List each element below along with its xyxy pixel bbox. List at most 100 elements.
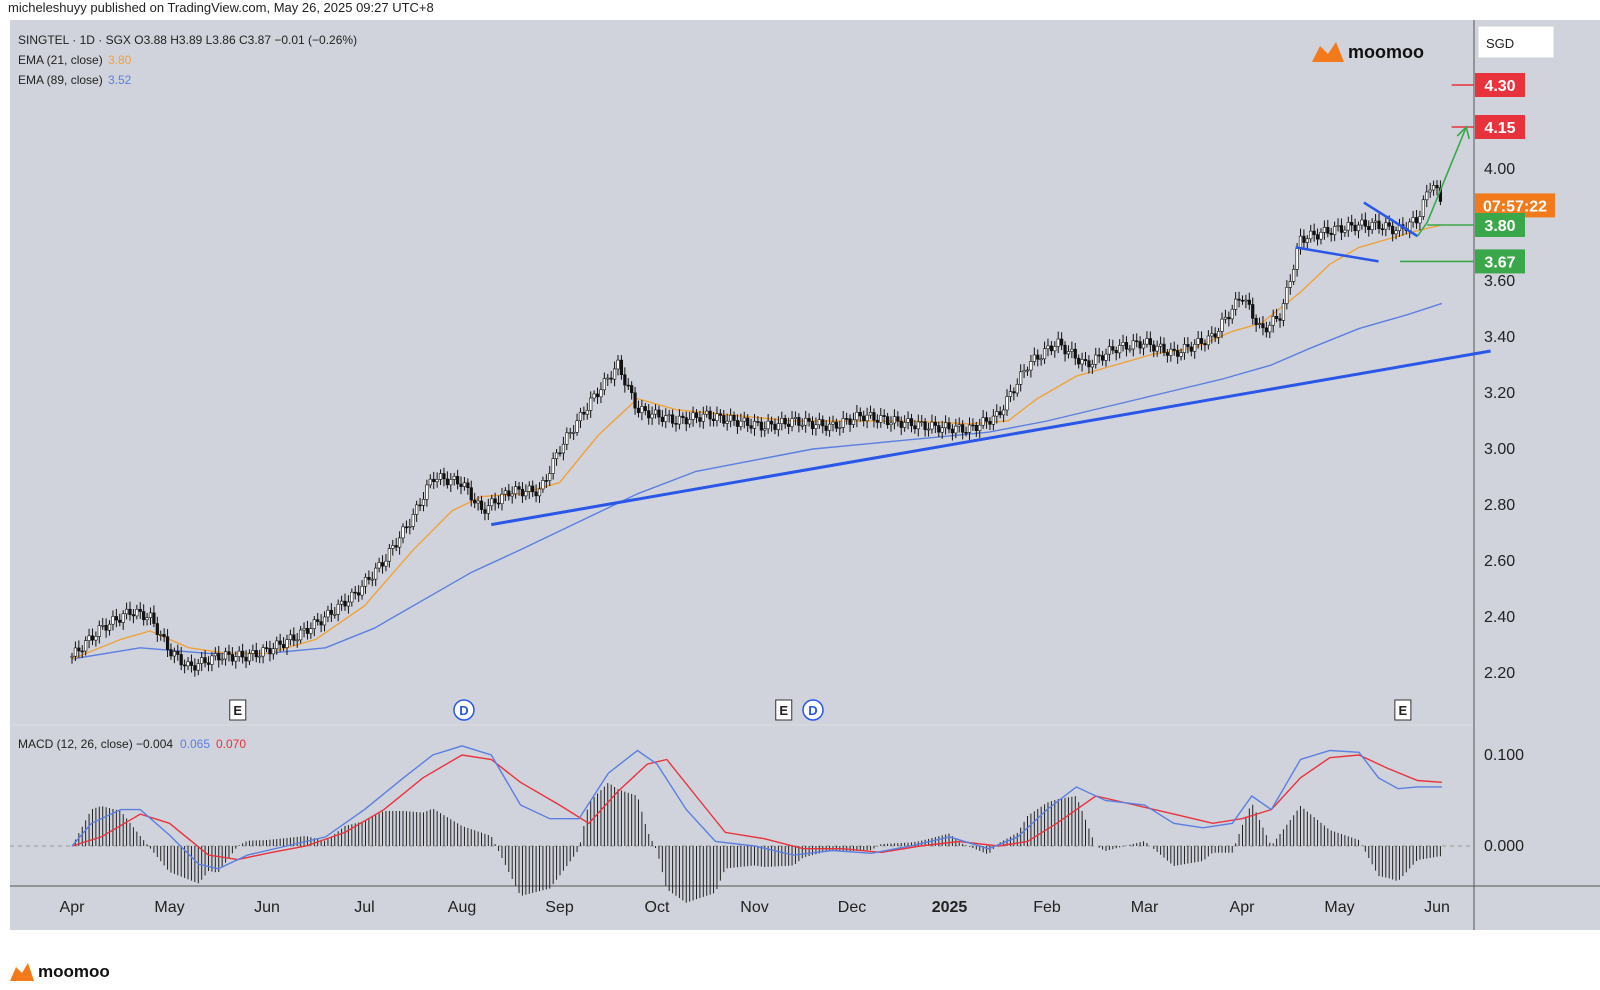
price-tick-label: 3.00 [1484,441,1515,458]
candle-body [292,634,296,641]
candle-body [500,493,504,505]
candle-body [612,368,617,380]
candle-body [1302,235,1306,243]
macd-legend[interactable]: MACD (12, 26, close) −0.004 0.065 0.070 [18,737,246,751]
candle-body [841,418,845,428]
candle-body [602,378,606,391]
candle-body [121,613,125,623]
symbol-legend: SINGTEL · 1D · SGX O3.88 H3.89 L3.86 C3.… [18,33,357,47]
macd-line-legend-value: 0.065 [180,737,210,751]
time-axis-label: May [1324,899,1354,916]
chart-drawings [490,84,1491,527]
candle-body [756,421,760,423]
candle-body [875,419,879,423]
candle-body [524,491,528,497]
candle-body [565,432,569,445]
time-axis-label: Aug [448,899,476,916]
candle-body [281,644,286,648]
candle-body [531,485,535,493]
candle-body [684,417,688,425]
candle-body [1227,316,1231,320]
candle-body [804,418,808,426]
candle-body [578,411,583,422]
candle-body [411,514,415,527]
candle-body [701,413,705,422]
dividend-marker-circle [453,699,475,721]
candle-body [1063,344,1067,355]
candle-body [865,414,869,422]
candle-body [879,415,883,423]
time-axis-label: Jul [354,899,374,916]
candle-body [763,428,767,431]
ema89-legend[interactable]: EMA (89, close) 3.52 [18,73,132,87]
price-badge-label: 3.67 [1484,254,1515,271]
candle-body [247,653,252,662]
candle-body [1346,222,1350,231]
candle-body [793,417,798,419]
candle-body [200,657,204,664]
candle-body [445,478,449,486]
candle-body [851,419,856,425]
candle-body [623,374,627,386]
candle-body [616,359,620,370]
candle-body [800,424,804,427]
candle-body [1285,287,1289,304]
candle-body [961,424,965,433]
time-axis-bg [10,886,1474,930]
candle-body [1094,354,1098,365]
macd-tick-label: 0.000 [1484,838,1524,855]
candle-body [237,650,241,657]
macd-signal-line [71,754,1442,861]
candle-body [425,484,429,500]
candle-body [855,411,859,421]
candle-body [752,421,757,429]
time-axis-label: Dec [838,899,866,916]
macd-pane-bg [10,726,1474,886]
candle-body [507,490,511,497]
candle-body [438,473,443,480]
candle-body [827,423,832,431]
candle-body [1053,346,1057,352]
candle-body [1111,346,1115,351]
candle-body [428,478,432,486]
candle-body [971,424,975,427]
candle-body [1100,355,1105,361]
candle-body [735,420,740,427]
candle-body [206,662,211,665]
candle-body [1070,348,1074,352]
candle-body [302,628,306,631]
candle-body [1118,345,1122,354]
candle-body [374,567,378,580]
candle-body [991,415,995,425]
candle-body [1025,369,1030,372]
candle-body [1083,359,1088,361]
earnings-marker: E [775,699,793,721]
currency-selector[interactable]: SGD [1477,25,1555,59]
candle-body [1148,338,1152,346]
price-tick-label: 2.40 [1484,609,1515,626]
candle-body [1046,345,1050,350]
candle-body [1179,352,1183,357]
price-tick-label: 3.40 [1484,329,1515,346]
candle-body [984,417,989,422]
candle-body [510,493,514,497]
candle-body [203,657,207,664]
ema21-legend[interactable]: EMA (21, close) 3.80 [18,53,132,67]
candle-body [442,473,446,480]
candle-body [1333,226,1337,235]
candle-body [773,423,777,430]
candle-body [1077,357,1081,365]
candle-body [705,410,709,415]
candle-body [319,621,323,626]
candle-body [1237,298,1241,301]
candle-body [858,411,862,417]
candle-body [670,414,675,424]
moomoo-logo-icon [1312,42,1344,62]
price-badge-box [1475,73,1525,97]
candle-body [1223,316,1228,320]
candle-body [401,526,405,539]
candle-body [350,591,354,603]
candle-body [1288,281,1292,288]
chart-canvas[interactable]: SGD moomoo SINGTEL · 1D · SGX O3.88 H3.8… [10,20,1600,950]
candle-body [653,409,658,415]
